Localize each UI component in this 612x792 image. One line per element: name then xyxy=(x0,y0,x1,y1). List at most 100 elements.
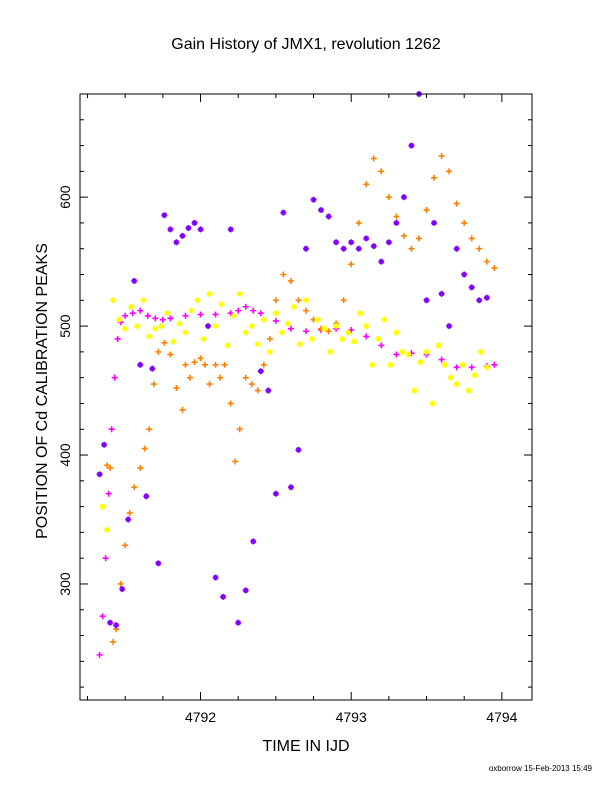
data-point xyxy=(167,315,174,322)
data-point xyxy=(105,490,112,497)
data-point xyxy=(476,245,483,252)
data-point xyxy=(370,243,377,250)
data-point xyxy=(408,245,415,252)
data-point xyxy=(232,458,239,465)
data-point xyxy=(217,374,224,381)
series-0 xyxy=(96,303,498,658)
data-point xyxy=(446,168,453,175)
data-point xyxy=(137,361,144,368)
data-point xyxy=(202,361,209,368)
data-point xyxy=(483,364,490,371)
data-point xyxy=(96,471,103,478)
data-point xyxy=(141,445,148,452)
data-point xyxy=(197,355,204,362)
data-point xyxy=(370,155,377,162)
data-point xyxy=(170,338,177,345)
data-point xyxy=(378,168,385,175)
data-point xyxy=(254,387,261,394)
data-point xyxy=(155,348,162,355)
data-point xyxy=(278,329,285,336)
data-point xyxy=(290,303,297,310)
data-point xyxy=(218,301,225,308)
data-point xyxy=(167,226,174,233)
data-point xyxy=(242,329,249,336)
data-point xyxy=(194,297,201,304)
data-point xyxy=(453,200,460,207)
data-point xyxy=(272,297,279,304)
data-point xyxy=(140,297,147,304)
data-point xyxy=(405,351,412,358)
data-point xyxy=(143,493,150,500)
data-point xyxy=(340,297,347,304)
data-point xyxy=(146,333,153,340)
data-point xyxy=(287,277,294,284)
data-point xyxy=(173,239,180,246)
data-point xyxy=(327,348,334,355)
data-point xyxy=(104,462,111,469)
data-point xyxy=(137,464,144,471)
data-point xyxy=(206,290,213,297)
data-point xyxy=(235,619,242,626)
data-point xyxy=(471,372,478,379)
data-point xyxy=(122,312,129,319)
data-point xyxy=(363,235,370,242)
data-point xyxy=(205,323,212,330)
data-point xyxy=(176,320,183,327)
data-point xyxy=(340,245,347,252)
data-point xyxy=(393,219,400,226)
data-point xyxy=(303,307,309,314)
data-point xyxy=(333,323,340,330)
series-2 xyxy=(99,290,490,533)
data-point xyxy=(381,316,388,323)
data-point xyxy=(188,307,195,314)
data-point xyxy=(363,323,370,330)
data-point xyxy=(468,364,475,371)
data-point xyxy=(375,335,382,342)
data-point xyxy=(257,368,264,375)
data-point xyxy=(224,342,231,349)
data-point xyxy=(200,335,207,342)
data-point xyxy=(182,361,189,368)
data-point xyxy=(266,348,273,355)
data-point xyxy=(230,312,237,319)
data-point xyxy=(134,323,141,330)
data-point xyxy=(447,374,454,381)
data-point xyxy=(197,226,204,233)
y-tick-label: 500 xyxy=(57,314,73,338)
data-point xyxy=(248,381,255,388)
data-point xyxy=(325,328,332,335)
data-point xyxy=(116,316,123,323)
data-point xyxy=(351,338,358,345)
data-point xyxy=(191,219,198,226)
data-point xyxy=(476,297,483,304)
data-point xyxy=(236,426,243,433)
data-point xyxy=(104,526,111,533)
data-point xyxy=(429,400,436,407)
data-point xyxy=(309,335,316,342)
data-point xyxy=(468,235,475,242)
data-point xyxy=(303,328,309,335)
data-point xyxy=(465,387,472,394)
data-point xyxy=(423,297,430,304)
data-point xyxy=(110,297,117,304)
data-point xyxy=(357,310,364,317)
data-point xyxy=(272,490,279,497)
data-point xyxy=(431,219,438,226)
data-point xyxy=(459,361,466,368)
data-point xyxy=(242,587,249,594)
data-point xyxy=(315,316,322,323)
data-point xyxy=(491,361,498,368)
data-point xyxy=(477,348,484,355)
data-point xyxy=(284,320,291,327)
x-tick-label: 4792 xyxy=(185,709,216,725)
data-point xyxy=(117,580,124,587)
data-point xyxy=(438,290,445,297)
data-point xyxy=(250,307,257,314)
data-point xyxy=(423,207,430,214)
data-point xyxy=(265,387,272,394)
data-point xyxy=(254,341,261,348)
data-point xyxy=(146,426,153,433)
data-point xyxy=(325,213,332,220)
data-point xyxy=(212,574,219,581)
data-point xyxy=(441,361,448,368)
